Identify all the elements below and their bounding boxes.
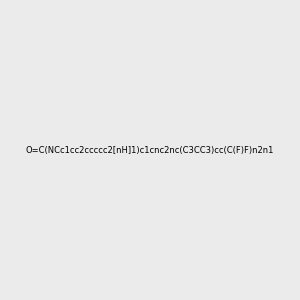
Text: O=C(NCc1cc2ccccc2[nH]1)c1cnc2nc(C3CC3)cc(C(F)F)n2n1: O=C(NCc1cc2ccccc2[nH]1)c1cnc2nc(C3CC3)cc…: [26, 146, 274, 154]
